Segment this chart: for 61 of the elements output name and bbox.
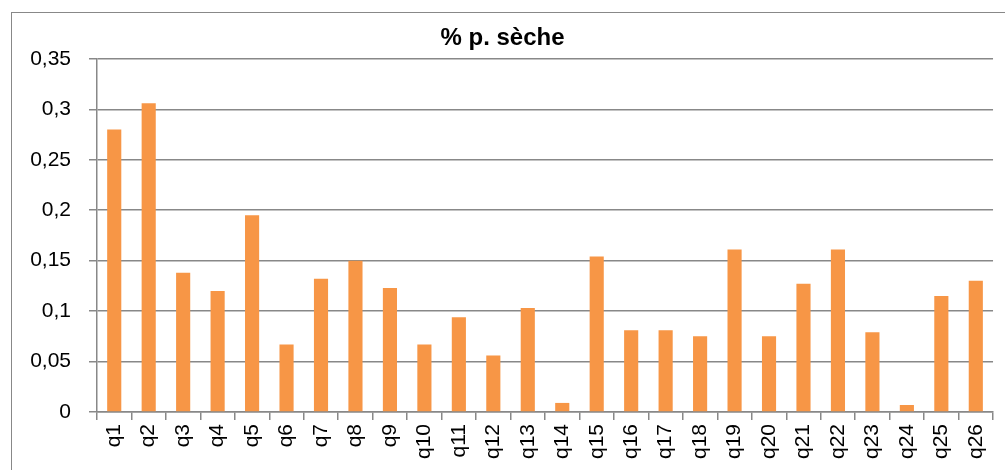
y-tick-label: 0,2 <box>41 196 71 220</box>
bar <box>279 344 294 412</box>
bar <box>865 332 880 412</box>
x-tick-label: q23 <box>859 424 883 460</box>
x-tick-label: q3 <box>169 424 193 448</box>
x-tick-label: q11 <box>445 424 469 458</box>
x-tick-label: q14 <box>549 423 573 460</box>
bar <box>589 256 604 412</box>
x-tick-label: q21 <box>790 424 814 460</box>
x-tick-label: q22 <box>824 424 848 460</box>
bar <box>107 129 122 412</box>
bar <box>451 317 466 412</box>
x-tick-label: q24 <box>893 423 917 460</box>
bar <box>313 278 329 412</box>
bar <box>486 355 501 412</box>
bar <box>727 249 742 412</box>
bar <box>245 215 260 412</box>
x-tick-label: q10 <box>411 424 435 460</box>
x-tick-label: q17 <box>652 424 676 460</box>
x-tick-label: q9 <box>376 424 400 448</box>
x-tick-label: q1 <box>101 424 125 448</box>
x-tick-label: q16 <box>617 424 641 460</box>
bar <box>210 290 225 412</box>
x-tick-label: q26 <box>962 424 986 460</box>
bar <box>830 249 846 412</box>
y-tick-label: 0,05 <box>30 348 71 372</box>
bar <box>968 280 983 412</box>
x-tick-label: q5 <box>238 424 262 448</box>
x-tick-label: q2 <box>135 424 159 448</box>
bar <box>761 336 777 412</box>
y-tick-label: 0,35 <box>30 45 71 69</box>
x-tick-label: q15 <box>583 424 607 460</box>
y-tick-label: 0,1 <box>41 297 71 321</box>
bar <box>796 283 811 412</box>
y-tick-label: 0,25 <box>30 146 71 170</box>
y-tick-label: 0,3 <box>41 96 71 120</box>
x-tick-label: q7 <box>307 424 331 448</box>
bar <box>417 344 432 412</box>
bar <box>555 402 570 412</box>
bar <box>658 330 673 412</box>
x-tick-label: q25 <box>928 424 952 460</box>
bar <box>899 404 914 412</box>
x-tick-label: q20 <box>755 424 779 460</box>
y-tick-label: 0,15 <box>30 247 71 271</box>
x-tick-label: q4 <box>204 423 228 448</box>
bar <box>934 295 949 412</box>
x-tick-label: q12 <box>480 424 504 460</box>
bar <box>382 287 397 412</box>
y-tick-label: 0 <box>59 398 71 422</box>
bar <box>176 272 191 412</box>
bar <box>693 336 708 412</box>
bar <box>624 330 639 412</box>
x-tick-label: q19 <box>721 424 745 460</box>
x-tick-label: q8 <box>342 424 366 448</box>
chart-title: % p. sèche <box>440 23 565 51</box>
x-tick-label: q18 <box>686 424 710 460</box>
bar <box>520 308 535 412</box>
x-tick-label: q6 <box>273 424 297 448</box>
x-tick-label: q13 <box>514 424 538 460</box>
bar <box>141 103 156 412</box>
bar <box>348 260 363 412</box>
